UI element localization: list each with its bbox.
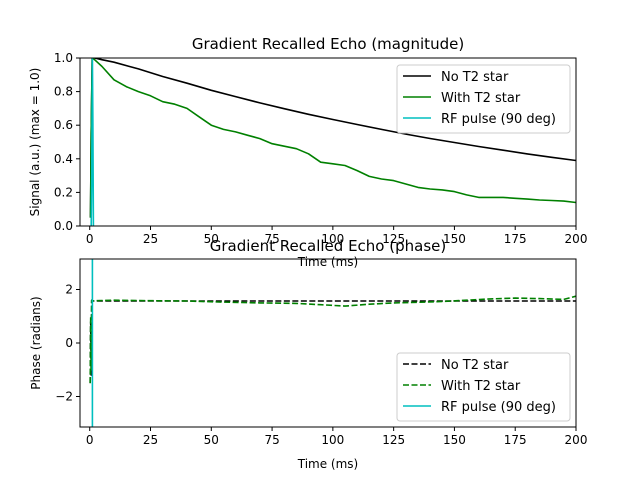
magnitude-legend-label: RF pulse (90 deg) — [441, 112, 556, 127]
magnitude-legend-label: With T2 star — [441, 91, 521, 106]
phase-title: Gradient Recalled Echo (phase) — [210, 237, 446, 255]
magnitude-y-tick-label: 0.8 — [54, 85, 73, 99]
magnitude-y-ticks: 0.0 0.2 0.4 0.6 0.8 1.0 — [54, 51, 80, 233]
phase-plot: 0 25 50 75 100 125 150 175 200 −2 0 2 Gradient Rec… — [29, 237, 587, 471]
phase-y-ticks: −2 0 2 — [55, 282, 80, 404]
magnitude-plot: Gradient Recalled Echo (magnitude) 0 25 50… — [28, 35, 587, 269]
magnitude-y-tick-label: 0.2 — [54, 185, 73, 199]
phase-y-tick-label: −2 — [55, 390, 73, 404]
magnitude-series-line-0 — [89, 58, 576, 218]
phase-legend-label: RF pulse (90 deg) — [441, 400, 556, 415]
magnitude-x-tick-label: 100 — [321, 232, 344, 246]
magnitude-ylabel: Signal (a.u.) (max = 1.0) — [28, 68, 42, 217]
phase-x-tick-label: 150 — [443, 433, 466, 447]
phase-y-tick-label: 2 — [65, 282, 73, 296]
magnitude-x-tick-label: 125 — [382, 232, 405, 246]
magnitude-series-line-2 — [90, 58, 95, 226]
phase-axes-frame — [79, 258, 577, 428]
magnitude-x-tick-label: 200 — [565, 232, 588, 246]
phase-legend: No T2 star With T2 star RF pulse (90 deg) — [396, 352, 571, 422]
phase-x-tick-label: 25 — [143, 433, 158, 447]
phase-x-tick-label: 0 — [86, 433, 94, 447]
phase-x-tick-label: 175 — [504, 433, 527, 447]
magnitude-xlabel: Time (ms) — [297, 255, 359, 269]
magnitude-y-tick-label: 0.0 — [54, 219, 73, 233]
magnitude-x-tick-label: 50 — [204, 232, 219, 246]
magnitude-x-tick-label: 175 — [504, 232, 527, 246]
phase-x-tick-label: 100 — [321, 433, 344, 447]
phase-series — [89, 259, 576, 427]
magnitude-y-tick-label: 0.6 — [54, 118, 73, 132]
phase-xlabel: Time (ms) — [297, 457, 359, 471]
phase-ylabel: Phase (radians) — [29, 296, 43, 389]
magnitude-legend-frame — [396, 64, 571, 134]
phase-y-tick-label: 0 — [65, 336, 73, 350]
magnitude-series-line-1 — [89, 58, 576, 218]
magnitude-x-tick-label: 150 — [443, 232, 466, 246]
magnitude-x-ticks: 0 25 50 75 100 125 150 175 200 — [86, 226, 588, 246]
magnitude-series — [89, 58, 576, 226]
magnitude-x-tick-label: 0 — [86, 232, 94, 246]
phase-x-tick-label: 125 — [382, 433, 405, 447]
phase-legend-label: No T2 star — [441, 358, 509, 373]
phase-x-ticks: 0 25 50 75 100 125 150 175 200 — [86, 427, 588, 447]
magnitude-y-tick-label: 1.0 — [54, 51, 73, 65]
magnitude-x-tick-label: 75 — [264, 232, 279, 246]
phase-x-tick-label: 200 — [565, 433, 588, 447]
magnitude-y-tick-label: 0.4 — [54, 152, 73, 166]
magnitude-legend: No T2 star With T2 star RF pulse (90 deg) — [396, 64, 571, 134]
magnitude-title: Gradient Recalled Echo (magnitude) — [192, 35, 464, 53]
phase-x-tick-label: 75 — [264, 433, 279, 447]
phase-x-tick-label: 50 — [204, 433, 219, 447]
phase-legend-frame — [396, 352, 571, 422]
phase-legend-label: With T2 star — [441, 379, 521, 394]
magnitude-x-tick-label: 25 — [143, 232, 158, 246]
magnitude-legend-label: No T2 star — [441, 70, 509, 85]
magnitude-axes-frame — [79, 57, 577, 227]
